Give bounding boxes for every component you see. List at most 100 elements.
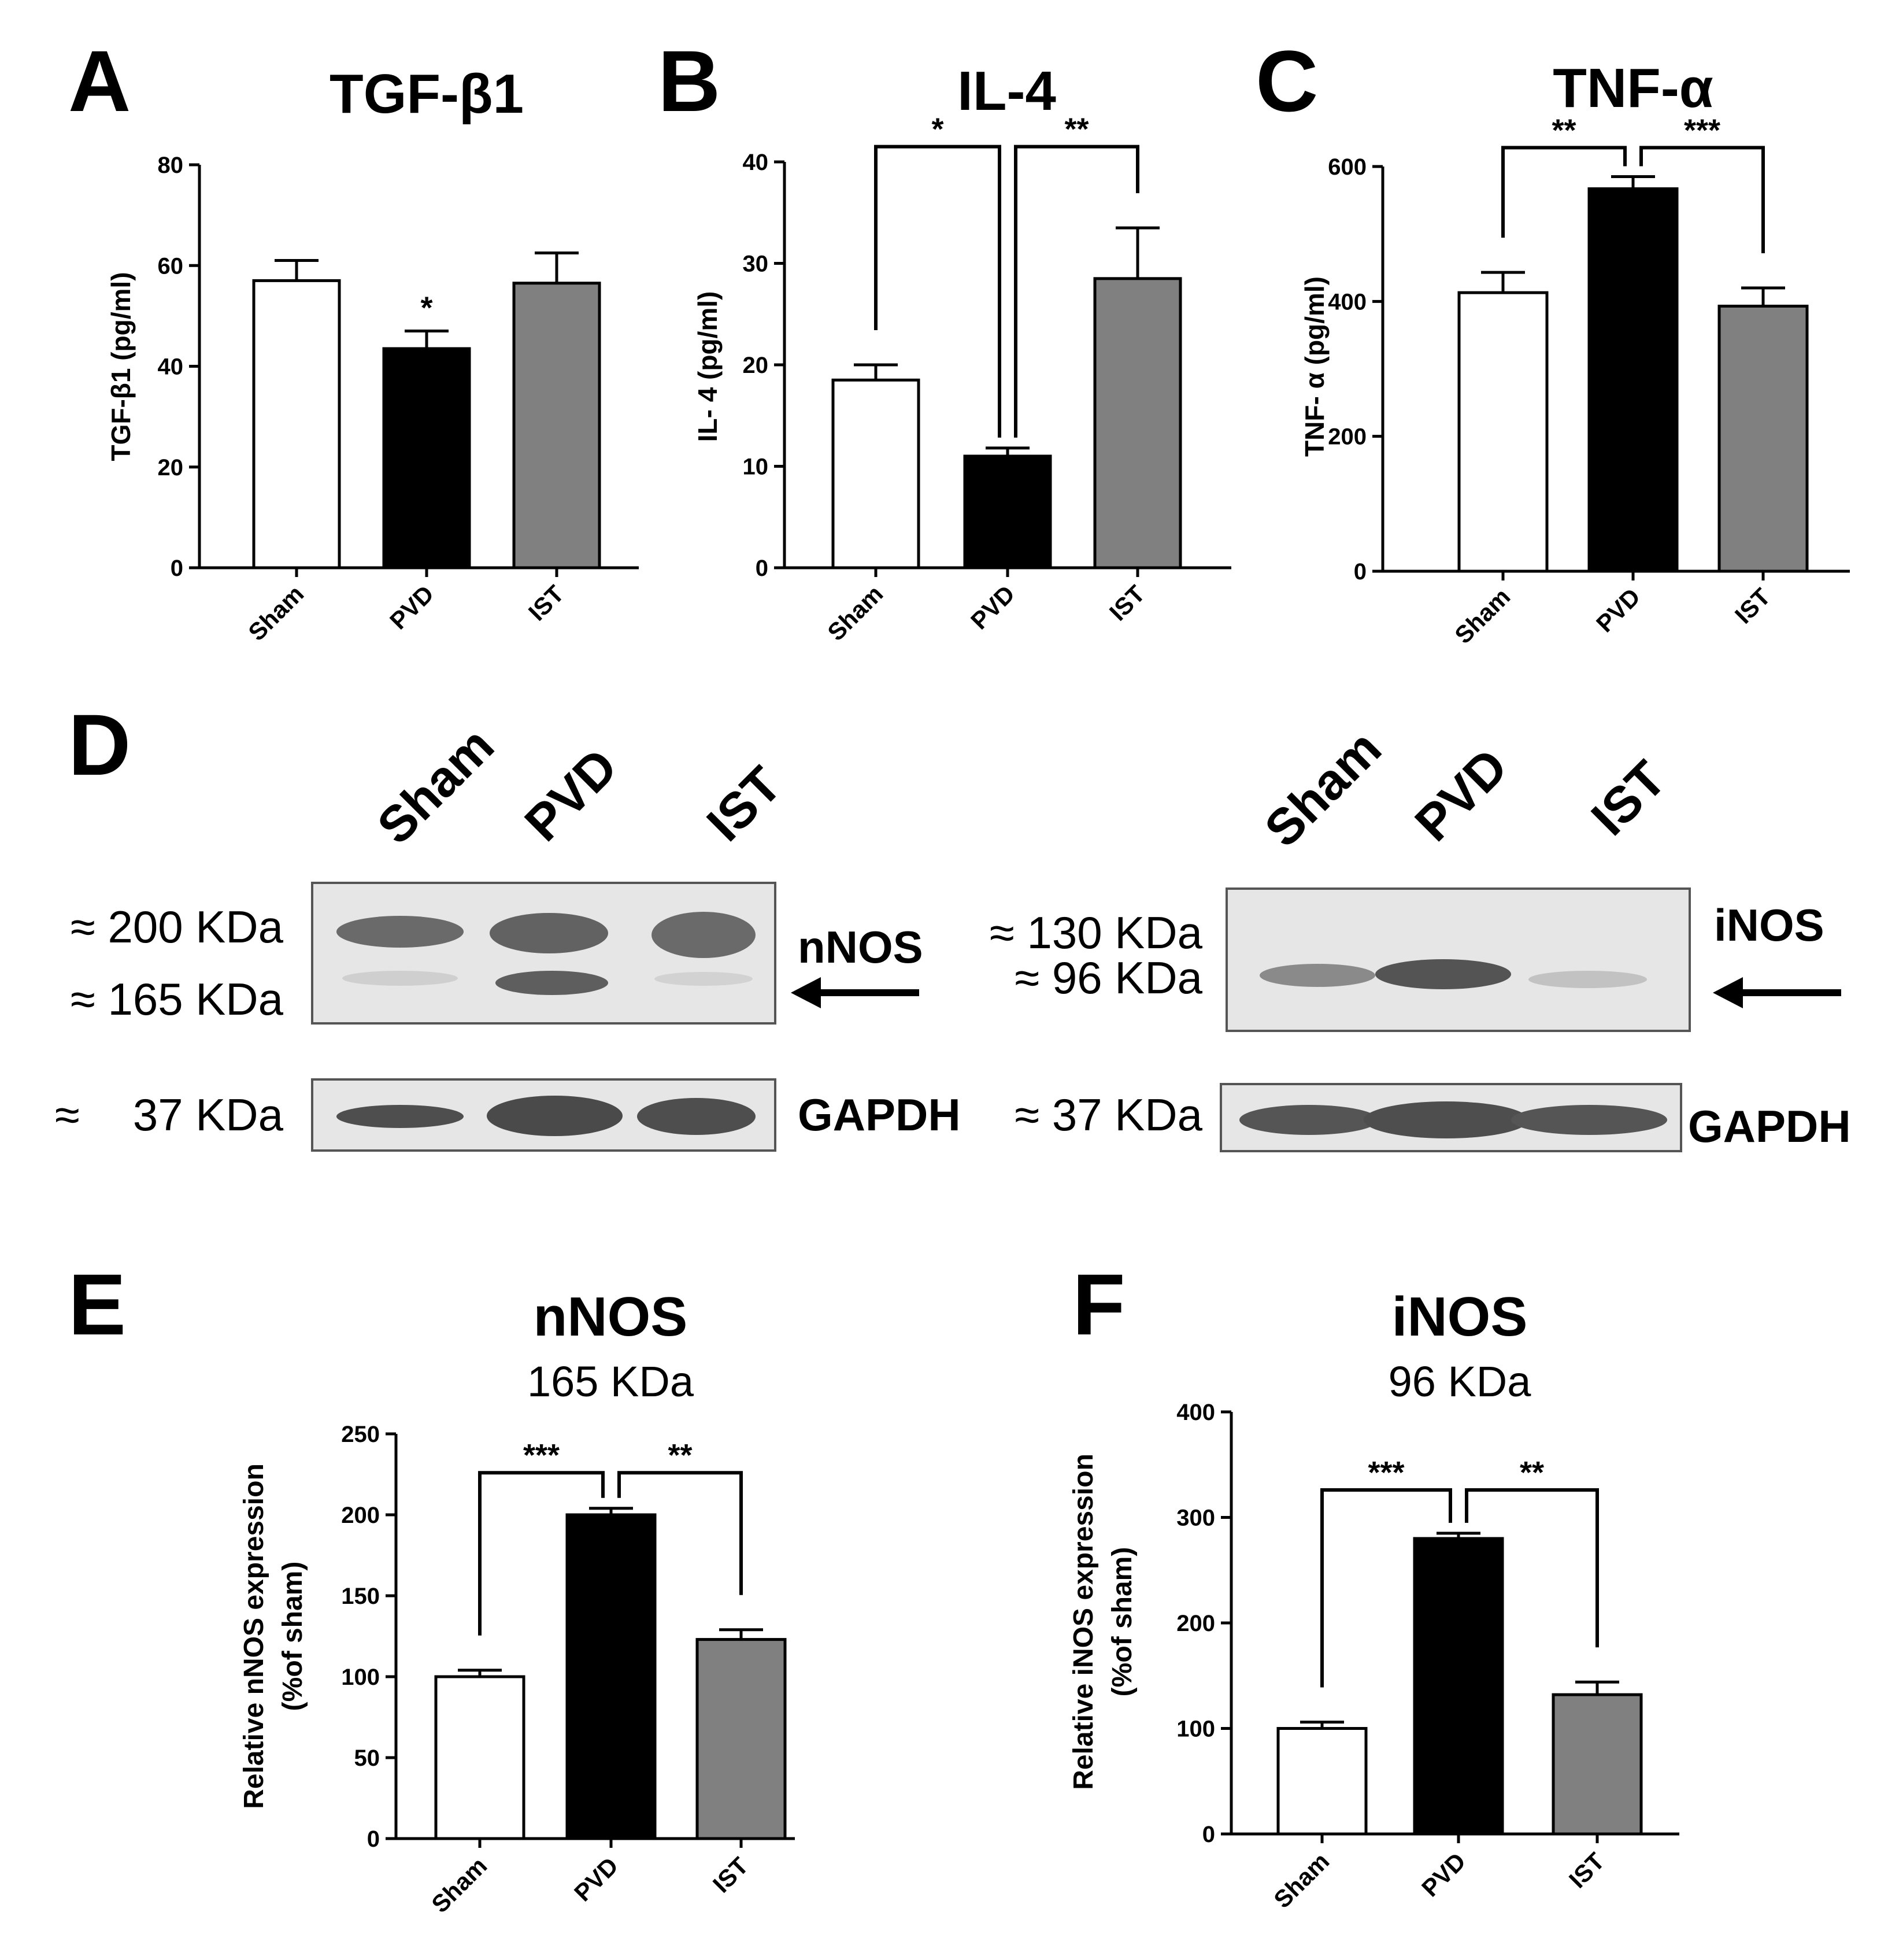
blot-image-gapdh-left (311, 1078, 776, 1152)
y-tick-label: 400 (1328, 289, 1367, 315)
chart-title: iNOS (1392, 1286, 1528, 1348)
y-axis-label: (%of sham) (1107, 1547, 1138, 1697)
x-tick-label: PVD (1591, 583, 1645, 637)
significance-bracket (1465, 1488, 1599, 1648)
y-tick-label: 100 (341, 1665, 380, 1690)
y-tick-label: 600 (1328, 154, 1367, 180)
y-tick-label: 20 (743, 353, 769, 378)
blot-marker-label: 37 KDa (133, 1089, 284, 1140)
y-tick-label: 0 (171, 556, 183, 581)
chart-tgf-b1: TGF-β1 0 20 40 60 80 TGF-β1 (pg/ml) Sham PVD IST * (106, 63, 639, 646)
significance-mark: *** (523, 1438, 560, 1473)
blot-lane-label: Sham (1253, 719, 1391, 857)
significance-mark: ** (1520, 1455, 1544, 1490)
y-tick-label: 40 (743, 150, 769, 175)
y-tick-label: 0 (367, 1826, 380, 1852)
blot-marker-label: ≈ 130 KDa (990, 907, 1203, 958)
x-tick-label: Sham (426, 1852, 492, 1918)
significance-mark: ** (668, 1438, 692, 1473)
y-tick-label: 20 (158, 455, 184, 480)
y-tick-label: 0 (1202, 1822, 1215, 1847)
y-axis-label: TGF-β1 (pg/ml) (106, 272, 136, 461)
panel-label-c: C (1256, 32, 1318, 130)
bar-sham (831, 378, 920, 569)
y-tick-label: 80 (158, 153, 184, 178)
significance-bracket (1639, 146, 1765, 253)
y-tick-label: 30 (743, 252, 769, 277)
x-tick-label: PVD (384, 580, 439, 634)
y-tick-label: 200 (341, 1503, 380, 1528)
blot-marker-label: ≈ 37 KDa (1015, 1089, 1202, 1140)
panel-label-a: A (68, 32, 131, 130)
bar-pvd (382, 347, 471, 569)
x-tick-label: Sham (243, 580, 309, 646)
chart-inos: iNOS 96 KDa 0 100 200 300 400 Relative iNOS exp… (1068, 1286, 1679, 1913)
significance-bracket (1501, 146, 1627, 238)
y-tick-label: 200 (1176, 1611, 1215, 1636)
x-tick-label: Sham (1268, 1847, 1334, 1913)
significance-mark: * (931, 112, 943, 147)
significance-bracket (874, 145, 1001, 438)
significance-mark: ** (1552, 113, 1576, 147)
arrow-icon (1713, 977, 1743, 1008)
significance-mark: * (420, 291, 432, 326)
bar-sham (434, 1675, 525, 1840)
blot-marker-label: ≈ 165 KDa (71, 974, 284, 1025)
y-tick-label: 250 (341, 1422, 380, 1447)
y-tick-label: 0 (756, 556, 768, 581)
x-tick-label: IST (1104, 580, 1150, 626)
blot-lane-label: Sham (366, 716, 504, 855)
bar-ist (695, 1638, 787, 1840)
chart-title: IL-4 (957, 60, 1056, 122)
y-axis-label: (%of sham) (277, 1562, 308, 1711)
panel-label-b: B (658, 32, 720, 130)
chart-subtitle: 165 KDa (527, 1358, 694, 1406)
x-tick-label: IST (523, 580, 569, 626)
blot-lane-label: IST (695, 756, 792, 852)
blot-image-nnos (311, 882, 776, 1025)
blot-control-label: GAPDH (1688, 1101, 1851, 1152)
y-tick-label: 40 (158, 354, 184, 380)
bar-pvd (963, 454, 1052, 569)
blot-lane-label: PVD (1404, 737, 1518, 852)
chart-title: TNF-α (1553, 57, 1713, 119)
significance-mark: *** (1368, 1455, 1404, 1490)
arrow-icon (791, 977, 821, 1008)
bar-ist (1717, 305, 1809, 573)
y-tick-label: 300 (1176, 1506, 1215, 1531)
blot-target-label: nNOS (798, 922, 923, 972)
y-axis-label: IL- 4 (pg/ml) (693, 291, 723, 442)
bar-pvd (565, 1513, 657, 1840)
x-tick-label: Sham (1449, 583, 1515, 649)
blot-lane-label: IST (1580, 750, 1676, 846)
bar-pvd (1413, 1537, 1504, 1836)
bar-pvd (1587, 187, 1679, 573)
blot-marker-label: ≈ (55, 1089, 80, 1140)
blot-image-gapdh-right (1220, 1083, 1682, 1152)
y-axis-label: Relative iNOS expression (1068, 1454, 1099, 1790)
panel-label-f: F (1072, 1256, 1126, 1353)
bar-ist (1093, 277, 1182, 569)
y-tick-label: 400 (1176, 1400, 1215, 1425)
blot-marker-label: ≈ 200 KDa (71, 901, 284, 952)
blot-marker-label: ≈ 96 KDa (1015, 952, 1202, 1003)
x-tick-label: Sham (822, 580, 888, 646)
y-tick-label: 60 (158, 253, 184, 279)
significance-bracket (1320, 1488, 1452, 1688)
significance-mark: ** (1064, 112, 1089, 147)
blot-target-label: iNOS (1714, 900, 1824, 951)
bar-sham (252, 279, 341, 569)
blot-lane-label: PVD (513, 737, 628, 852)
y-axis-label: TNF- α (pg/ml) (1300, 276, 1330, 457)
x-tick-label: PVD (569, 1852, 623, 1906)
chart-nnos: nNOS 165 KDa 0 50 100 150 200 250 Relative nNOS … (239, 1286, 795, 1918)
significance-bracket (478, 1471, 605, 1636)
bar-sham (1276, 1727, 1368, 1836)
significance-bracket (1014, 145, 1139, 438)
y-tick-label: 10 (743, 454, 769, 480)
blot-control-label: GAPDH (798, 1089, 961, 1140)
panel-label-d: D (68, 696, 131, 793)
panel-label-e: E (68, 1256, 126, 1353)
y-tick-label: 200 (1328, 424, 1367, 450)
